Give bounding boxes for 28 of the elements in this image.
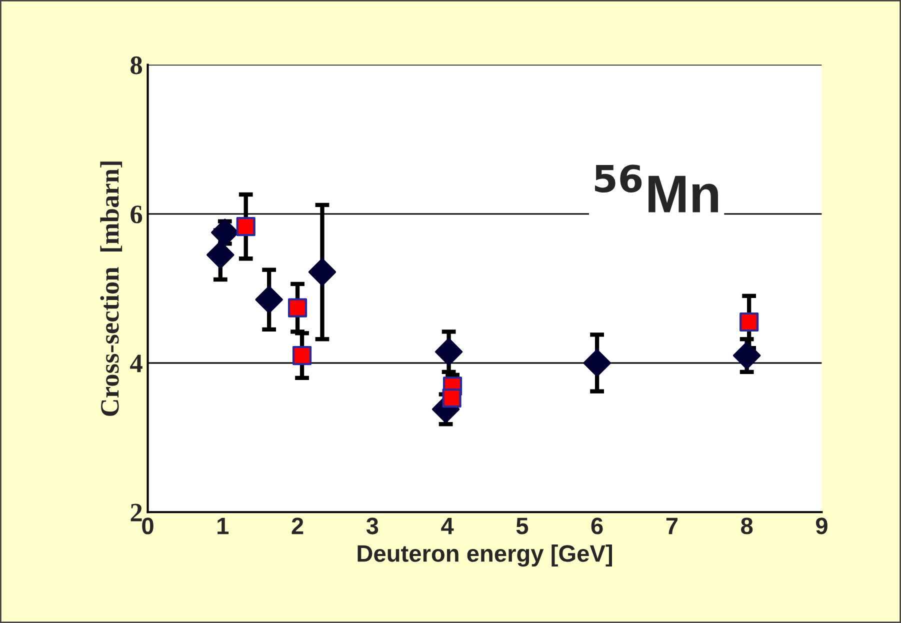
point — [308, 258, 336, 286]
point — [583, 349, 611, 377]
x-tick-label: 2 — [292, 518, 304, 534]
x-tick-label: 3 — [366, 518, 378, 534]
point — [740, 312, 759, 332]
point — [442, 388, 462, 408]
point — [206, 241, 234, 269]
y-tick-label: 8 — [130, 56, 142, 74]
x-tick-label: 4 — [441, 518, 454, 534]
point — [288, 298, 308, 318]
y-axis-title: Cross-section [mbarn] — [100, 162, 122, 416]
y-tick-label: 6 — [130, 206, 142, 224]
x-tick-label: 5 — [516, 518, 528, 534]
point — [292, 346, 312, 366]
x-tick-label: 9 — [816, 518, 828, 534]
x-tick-label: 1 — [218, 518, 229, 534]
point — [434, 338, 463, 366]
x-tick-label: 6 — [591, 518, 603, 534]
y-tick-label: 4 — [130, 354, 142, 372]
x-tick-label: 8 — [741, 518, 753, 534]
x-tick-label: 7 — [666, 518, 678, 534]
y-tick-label: 2 — [130, 504, 142, 522]
point — [236, 217, 256, 236]
annotation: $^{56}$Mn — [595, 164, 718, 212]
point — [255, 286, 283, 314]
point — [732, 342, 761, 370]
x-tick-label: 0 — [142, 518, 154, 534]
x-axis-title: Deuteron energy [GeV] — [358, 544, 612, 567]
